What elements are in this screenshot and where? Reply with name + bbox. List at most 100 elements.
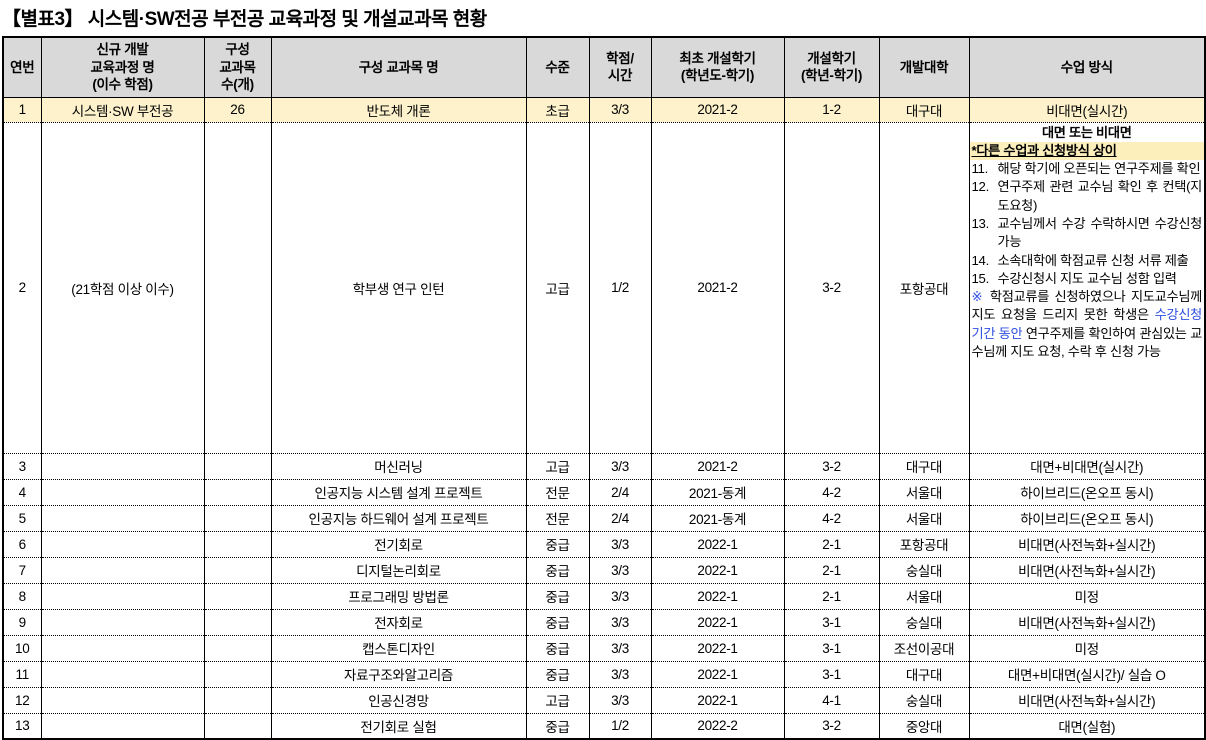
table-row: 1 시스템·SW 부전공 26 반도체 개론 초급 3/3 2021-2 1-2… xyxy=(2,96,1206,123)
cell-no: 5 xyxy=(2,504,42,532)
cell-no: 11 xyxy=(2,660,42,688)
cell-first-semester: 2022-1 xyxy=(650,608,785,636)
note-text: 학점교류를 신청하였으나 지도교수님께 지도 요청을 드리지 못한 학생은 xyxy=(971,289,1203,323)
cell-course-name: 디지털논리회로 xyxy=(270,556,527,584)
cell-curriculum-name xyxy=(40,530,205,558)
cell-level: 중급 xyxy=(525,530,590,558)
step-text: 수강신청시 지도 교수님 성함 입력 xyxy=(997,270,1177,286)
cell-first-semester: 2022-1 xyxy=(650,660,785,688)
cell-open-semester: 3-1 xyxy=(783,660,880,688)
cell-open-semester: 3-2 xyxy=(783,712,880,740)
table-row: 10 캡스톤디자인 중급 3/3 2022-1 3-1 조선이공대 미정 xyxy=(2,634,1206,662)
cell-credit-hours: 3/3 xyxy=(588,530,652,558)
cell-level: 중급 xyxy=(525,608,590,636)
cell-first-semester: 2022-2 xyxy=(650,712,785,740)
cell-method: 비대면(사전녹화+실시간) xyxy=(968,530,1206,558)
cell-no: 9 xyxy=(2,608,42,636)
cell-no: 3 xyxy=(2,452,42,480)
cell-first-semester: 2021-2 xyxy=(650,452,785,480)
cell-open-semester: 2-1 xyxy=(783,582,880,610)
cell-course-name: 자료구조와알고리즘 xyxy=(270,660,527,688)
cell-level: 전문 xyxy=(525,504,590,532)
header-credit-hours: 학점/ 시간 xyxy=(588,36,652,98)
cell-level: 중급 xyxy=(525,634,590,662)
cell-credit-hours: 2/4 xyxy=(588,504,652,532)
cell-level: 전문 xyxy=(525,478,590,506)
method-step: 11. 해당 학기에 오픈되는 연구주제를 확인 xyxy=(972,160,1203,178)
cell-first-semester: 2022-1 xyxy=(650,556,785,584)
cell-university: 서울대 xyxy=(878,504,970,532)
cell-open-semester: 2-1 xyxy=(783,530,880,558)
method-subheading: *다른 수업과 신청방식 상이 xyxy=(970,141,1204,161)
cell-course-name: 전기회로 xyxy=(270,530,527,558)
cell-curriculum-name: 시스템·SW 부전공 xyxy=(40,96,205,123)
cell-method: 대면(실험) xyxy=(968,712,1206,740)
cell-method: 미정 xyxy=(968,582,1206,610)
cell-credit-hours: 3/3 xyxy=(588,634,652,662)
cell-no: 12 xyxy=(2,686,42,714)
cell-curriculum-name xyxy=(40,582,205,610)
cell-course-count xyxy=(203,452,272,480)
cell-course-name: 전자회로 xyxy=(270,608,527,636)
cell-method: 하이브리드(온오프 동시) xyxy=(968,478,1206,506)
method-heading: 대면 또는 비대면 xyxy=(1041,124,1132,140)
cell-open-semester: 3-1 xyxy=(783,608,880,636)
cell-university: 서울대 xyxy=(878,582,970,610)
cell-course-count xyxy=(203,608,272,636)
cell-university: 숭실대 xyxy=(878,608,970,636)
step-number: 14. xyxy=(971,252,990,268)
cell-credit-hours: 1/2 xyxy=(588,712,652,740)
cell-credit-hours: 3/3 xyxy=(588,556,652,584)
cell-credit-hours: 3/3 xyxy=(588,686,652,714)
table-row: 5 인공지능 하드웨어 설계 프로젝트 전문 2/4 2021-동계 4-2 서… xyxy=(2,504,1206,532)
cell-no: 8 xyxy=(2,582,42,610)
course-table: 연번 신규 개발 교육과정 명 (이수 학점) 구성 교과목 수(개) 구성 교… xyxy=(2,36,1206,740)
table-row: 6 전기회로 중급 3/3 2022-1 2-1 포항공대 비대면(사전녹화+실… xyxy=(2,530,1206,558)
cell-university: 포항공대 xyxy=(878,530,970,558)
cell-course-count xyxy=(203,504,272,532)
cell-no: 2 xyxy=(2,121,42,454)
cell-curriculum-name xyxy=(40,478,205,506)
cell-first-semester: 2021-동계 xyxy=(650,478,785,506)
cell-open-semester: 3-2 xyxy=(783,121,880,454)
method-step: 15. 수강신청시 지도 교수님 성함 입력 xyxy=(972,270,1203,288)
cell-curriculum-name xyxy=(40,504,205,532)
cell-university: 숭실대 xyxy=(878,686,970,714)
cell-course-count xyxy=(203,530,272,558)
cell-course-count xyxy=(203,121,272,454)
document-page: 【별표3】 시스템·SW전공 부전공 교육과정 및 개설교과목 현황 연번 신규… xyxy=(0,4,1206,740)
cell-first-semester: 2021-2 xyxy=(650,96,785,123)
step-text: 연구주제 관련 교수님 확인 후 컨택(지도요청) xyxy=(997,179,1203,213)
cell-university: 대구대 xyxy=(878,452,970,480)
cell-curriculum-name xyxy=(40,660,205,688)
cell-university: 서울대 xyxy=(878,478,970,506)
cell-course-name: 머신러닝 xyxy=(270,452,527,480)
cell-open-semester: 3-2 xyxy=(783,452,880,480)
cell-course-name: 인공지능 하드웨어 설계 프로젝트 xyxy=(270,504,527,532)
cell-curriculum-name xyxy=(40,608,205,636)
method-note: ※ 학점교류를 신청하였으나 지도교수님께 지도 요청을 드리지 못한 학생은 … xyxy=(972,288,1203,361)
note-text: 연구주제를 확인하여 관심있는 교수님께 지도 요청, 수락 후 신청 가능 xyxy=(971,325,1203,360)
cell-course-name: 인공신경망 xyxy=(270,686,527,714)
cell-method: 대면+비대면(실시간) xyxy=(968,452,1206,480)
note-text-blue: 수강신청 기간 동안 xyxy=(971,307,1203,341)
cell-first-semester: 2022-1 xyxy=(650,530,785,558)
cell-open-semester: 4-2 xyxy=(783,478,880,506)
table-row: 2 (21학점 이상 이수) 학부생 연구 인턴 고급 1/2 2021-2 3… xyxy=(2,121,1206,454)
header-no: 연번 xyxy=(2,36,42,98)
table-row: 9 전자회로 중급 3/3 2022-1 3-1 숭실대 비대면(사전녹화+실시… xyxy=(2,608,1206,636)
cell-credit-hours: 3/3 xyxy=(588,582,652,610)
cell-course-count xyxy=(203,556,272,584)
step-number: 11. xyxy=(971,161,989,177)
cell-course-count: 26 xyxy=(203,96,272,123)
step-text: 소속대학에 학점교류 신청 서류 제출 xyxy=(997,252,1189,268)
cell-curriculum-name: (21학점 이상 이수) xyxy=(40,121,205,454)
header-first-semester: 최초 개설학기 (학년도-학기) xyxy=(650,36,785,98)
table-row: 12 인공신경망 고급 3/3 2022-1 4-1 숭실대 비대면(사전녹화+… xyxy=(2,686,1206,714)
cell-course-count xyxy=(203,582,272,610)
cell-course-name: 반도체 개론 xyxy=(270,96,527,123)
cell-open-semester: 4-2 xyxy=(783,504,880,532)
cell-level: 고급 xyxy=(525,452,590,480)
cell-no: 4 xyxy=(2,478,42,506)
header-curriculum-name: 신규 개발 교육과정 명 (이수 학점) xyxy=(40,36,205,98)
